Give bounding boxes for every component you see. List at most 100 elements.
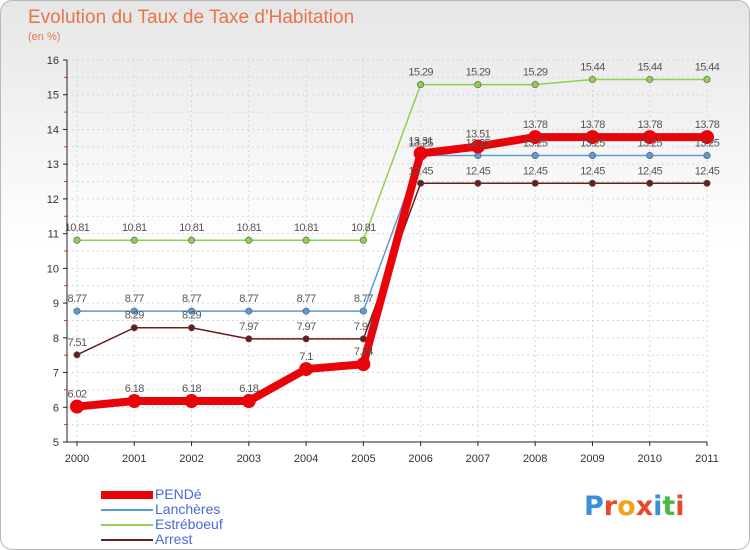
- data-label-arrest: 12.45: [523, 165, 548, 177]
- y-tick-label: 7: [53, 368, 59, 380]
- data-label-lancheres: 13.25: [408, 138, 433, 150]
- data-point-lancheres: [531, 152, 539, 160]
- data-point-arrest: [417, 179, 425, 187]
- data-point-pende: [585, 130, 600, 145]
- logo-letter: t: [662, 491, 676, 522]
- data-point-lancheres: [703, 152, 711, 160]
- x-tick-label: 2003: [237, 453, 261, 465]
- legend-item-lancheres: Lanchères: [101, 502, 223, 517]
- data-label-arrest: 12.45: [637, 165, 662, 177]
- legend-label: PENDé: [155, 486, 202, 502]
- legend-swatch: [101, 538, 153, 541]
- data-point-estreboeuf: [646, 75, 654, 83]
- data-label-lancheres: 13.25: [695, 138, 720, 150]
- legend: PENDé Lanchères Estréboeuf Arrest: [101, 487, 223, 547]
- legend-item-arrest: Arrest: [101, 532, 223, 547]
- chart-title: Evolution du Taux de Taxe d'Habitation: [28, 7, 355, 28]
- data-point-lancheres: [130, 307, 138, 315]
- data-point-arrest: [302, 335, 310, 343]
- logo-letter: i: [653, 491, 663, 522]
- y-tick-label: 16: [47, 55, 59, 67]
- x-tick-label: 2007: [466, 453, 490, 465]
- x-tick-label: 2010: [637, 453, 661, 465]
- data-point-arrest: [703, 179, 711, 187]
- y-tick-label: 6: [53, 402, 59, 414]
- data-label-arrest: 12.45: [408, 165, 433, 177]
- data-point-arrest: [588, 179, 596, 187]
- data-point-lancheres: [188, 307, 196, 315]
- data-point-estreboeuf: [359, 236, 367, 244]
- x-tick-label: 2005: [351, 453, 375, 465]
- data-point-estreboeuf: [73, 236, 81, 244]
- data-label-arrest: 8.29: [182, 310, 201, 322]
- x-tick-label: 2008: [523, 453, 547, 465]
- data-label-estreboeuf: 10.81: [294, 222, 319, 234]
- data-label-lancheres: 8.77: [239, 293, 258, 305]
- data-label-estreboeuf: 15.44: [637, 61, 662, 73]
- x-tick-label: 2001: [122, 453, 146, 465]
- data-label-lancheres: 8.77: [297, 293, 316, 305]
- data-label-arrest: 7.97: [239, 321, 258, 333]
- data-label-arrest: 12.45: [580, 165, 605, 177]
- data-label-estreboeuf: 15.29: [523, 67, 548, 79]
- data-point-estreboeuf: [703, 75, 711, 83]
- data-point-pende: [700, 130, 714, 145]
- y-tick-label: 13: [47, 159, 59, 171]
- data-point-pende: [413, 146, 428, 161]
- data-label-lancheres: 13.25: [523, 138, 548, 150]
- x-tick-label: 2009: [580, 453, 604, 465]
- data-point-pende: [299, 362, 314, 377]
- data-point-estreboeuf: [588, 75, 596, 83]
- chart-subtitle: (en %): [28, 31, 61, 43]
- data-label-lancheres: 13.25: [466, 138, 491, 150]
- logo-letter: i: [675, 491, 685, 522]
- data-point-lancheres: [359, 307, 367, 315]
- data-label-arrest: 7.51: [67, 337, 86, 349]
- data-label-arrest: 12.45: [695, 165, 720, 177]
- series-layer: [70, 75, 714, 414]
- data-point-lancheres: [588, 152, 596, 160]
- legend-item-pende: PENDé: [101, 487, 223, 502]
- legend-swatch: [101, 508, 153, 511]
- legend-item-estreboeuf: Estréboeuf: [101, 517, 223, 532]
- data-point-arrest: [188, 324, 196, 332]
- data-label-pende: 6.02: [67, 389, 86, 401]
- x-tick-label: 2002: [179, 453, 203, 465]
- data-label-estreboeuf: 10.81: [237, 222, 262, 234]
- data-label-pende: 13.78: [695, 119, 720, 131]
- y-tick-label: 15: [47, 90, 59, 102]
- data-label-lancheres: 13.25: [637, 138, 662, 150]
- data-point-arrest: [130, 324, 138, 332]
- data-label-estreboeuf: 15.29: [466, 67, 491, 79]
- data-point-pende: [127, 394, 142, 409]
- data-point-lancheres: [73, 307, 81, 315]
- series-line-lancheres: [76, 154, 708, 312]
- data-label-arrest: 7.97: [354, 321, 373, 333]
- data-label-pende: 13.78: [637, 119, 662, 131]
- data-label-pende: 13.51: [466, 128, 491, 140]
- data-label-pende: 7.24: [354, 346, 373, 358]
- data-point-estreboeuf: [245, 236, 253, 244]
- axis-layer: 5 6 7 8 9 10 11 12 13 14 15 16 2000 2001 2002 2003 2004 2…: [47, 55, 719, 465]
- y-tick-label: 10: [47, 263, 59, 275]
- data-label-arrest: 12.45: [466, 165, 491, 177]
- data-label-pende: 13.31: [408, 135, 433, 147]
- data-label-pende: 13.78: [523, 119, 548, 131]
- data-point-pende: [528, 130, 543, 145]
- data-point-pende: [356, 357, 371, 372]
- data-point-pende: [241, 394, 256, 409]
- data-label-lancheres: 8.77: [182, 293, 201, 305]
- data-label-pende: 7.1: [299, 351, 313, 363]
- data-label-lancheres: 8.77: [67, 293, 86, 305]
- data-label-pende: 6.18: [125, 383, 144, 395]
- data-point-pende: [470, 139, 485, 154]
- series-line-pende: [73, 133, 711, 411]
- data-point-estreboeuf: [188, 236, 196, 244]
- data-label-pende: 6.18: [239, 383, 258, 395]
- data-point-pende: [642, 130, 657, 145]
- data-label-lancheres: 8.77: [125, 293, 144, 305]
- legend-label: Arrest: [155, 531, 193, 547]
- data-point-arrest: [73, 351, 81, 359]
- data-point-lancheres: [302, 307, 310, 315]
